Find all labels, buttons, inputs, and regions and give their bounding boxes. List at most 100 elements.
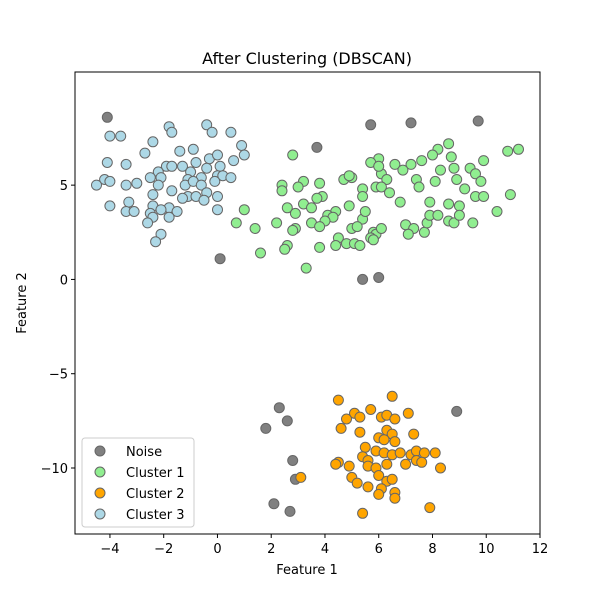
cluster-1-point xyxy=(451,174,463,185)
cluster-1-point xyxy=(384,187,395,199)
legend-marker-cluster-1 xyxy=(94,466,106,478)
x-tick-label: 10 xyxy=(478,542,495,557)
cluster-1-point xyxy=(389,158,401,170)
cluster-3-point xyxy=(155,228,167,240)
cluster-1-point xyxy=(453,209,465,221)
cluster-3-point xyxy=(190,157,202,168)
cluster-1-point xyxy=(445,151,457,163)
cluster-1-point xyxy=(249,223,261,234)
cluster-3-point xyxy=(201,162,213,174)
cluster-2-point xyxy=(343,460,355,472)
cluster-1-point xyxy=(504,189,516,201)
cluster-3-point xyxy=(115,130,127,142)
cluster-2-point xyxy=(389,413,401,425)
cluster-1-point xyxy=(238,204,250,216)
cluster-3-point xyxy=(171,206,183,217)
cluster-2-point xyxy=(435,462,446,474)
cluster-1-point xyxy=(300,262,312,274)
legend-label-noise: Noise xyxy=(126,445,162,460)
x-tick-label: −2 xyxy=(154,542,173,557)
cluster-1-point xyxy=(413,181,425,193)
cluster-2-point xyxy=(357,507,369,519)
cluster-2-point xyxy=(341,413,352,425)
cluster-1-point xyxy=(453,200,465,212)
y-tick-label: −10 xyxy=(41,462,68,477)
cluster-1-point xyxy=(271,217,283,229)
cluster-1-point xyxy=(314,221,326,233)
cluster-2-point xyxy=(429,447,441,459)
cluster-3-point xyxy=(225,126,237,138)
cluster-2-point xyxy=(408,428,420,440)
cluster-1-point xyxy=(230,217,242,229)
cluster-3-point xyxy=(91,179,102,191)
cluster-2-point xyxy=(354,426,366,438)
cluster-2-point xyxy=(402,407,414,419)
cluster-2-point xyxy=(354,411,366,423)
cluster-1-point xyxy=(443,198,455,210)
noise-point xyxy=(451,405,463,417)
cluster-1-point xyxy=(381,174,393,185)
cluster-1-point xyxy=(276,185,288,197)
cluster-2-point xyxy=(378,434,390,446)
cluster-3-point xyxy=(163,211,175,223)
cluster-1-point xyxy=(513,143,524,155)
cluster-1-point xyxy=(475,175,487,187)
cluster-1-point xyxy=(311,192,323,204)
cluster-2-point xyxy=(335,422,347,434)
cluster-1-point xyxy=(351,221,363,233)
noise-point xyxy=(472,115,484,127)
y-axis-title: Feature 2 xyxy=(15,272,30,334)
cluster-2-point xyxy=(359,441,371,453)
cluster-2-point xyxy=(386,473,398,485)
x-tick-label: 6 xyxy=(375,542,383,557)
noise-point xyxy=(273,402,285,414)
cluster-3-point xyxy=(155,204,167,216)
x-tick-label: −4 xyxy=(100,542,119,557)
cluster-3-point xyxy=(144,172,156,184)
legend-label-cluster-1: Cluster 1 xyxy=(126,466,185,481)
cluster-2-point xyxy=(351,477,363,489)
cluster-3-point xyxy=(195,179,207,191)
cluster-1-point xyxy=(357,191,369,202)
x-tick-label: 2 xyxy=(267,542,275,557)
cluster-3-point xyxy=(123,196,135,208)
cluster-3-point xyxy=(198,194,210,206)
cluster-2-point xyxy=(418,447,430,459)
cluster-3-point xyxy=(150,236,162,248)
cluster-1-point xyxy=(354,240,366,251)
x-tick-label: 8 xyxy=(428,542,436,557)
x-tick-label: 12 xyxy=(532,542,549,557)
cluster-3-point xyxy=(212,191,223,202)
cluster-1-point xyxy=(424,196,436,208)
legend-entries: Noise Cluster 1 Cluster 2 Cluster 3 xyxy=(94,445,185,523)
cluster-1-point xyxy=(432,209,444,221)
noise-point xyxy=(281,415,293,427)
cluster-1-point xyxy=(418,226,430,238)
legend-marker-cluster-3 xyxy=(94,508,106,520)
cluster-1-point xyxy=(287,149,299,161)
cluster-1-point xyxy=(314,241,326,253)
cluster-1-point xyxy=(397,164,409,176)
noise-point xyxy=(287,455,299,466)
cluster-3-point xyxy=(120,158,132,170)
plot-frame xyxy=(74,71,541,535)
cluster-1-point xyxy=(402,228,414,240)
cluster-1-point xyxy=(470,168,481,180)
noise-point xyxy=(260,422,272,434)
cluster-3-point xyxy=(228,155,240,167)
points-layer xyxy=(91,111,524,519)
cluster-3-point xyxy=(166,160,178,172)
cluster-1-point xyxy=(429,175,441,187)
cluster-3-point xyxy=(212,204,223,216)
cluster-3-point xyxy=(142,217,154,229)
cluster-2-point xyxy=(389,436,401,448)
chart-title: After Clustering (DBSCAN) xyxy=(202,49,412,68)
noise-point xyxy=(311,141,323,153)
cluster-3-point xyxy=(152,179,164,191)
noise-point xyxy=(357,273,369,285)
cluster-1-point xyxy=(448,217,460,229)
x-tick-label: 4 xyxy=(321,542,329,557)
cluster-2-point xyxy=(416,456,428,468)
cluster-1-point xyxy=(373,160,385,172)
cluster-3-point xyxy=(120,179,132,191)
